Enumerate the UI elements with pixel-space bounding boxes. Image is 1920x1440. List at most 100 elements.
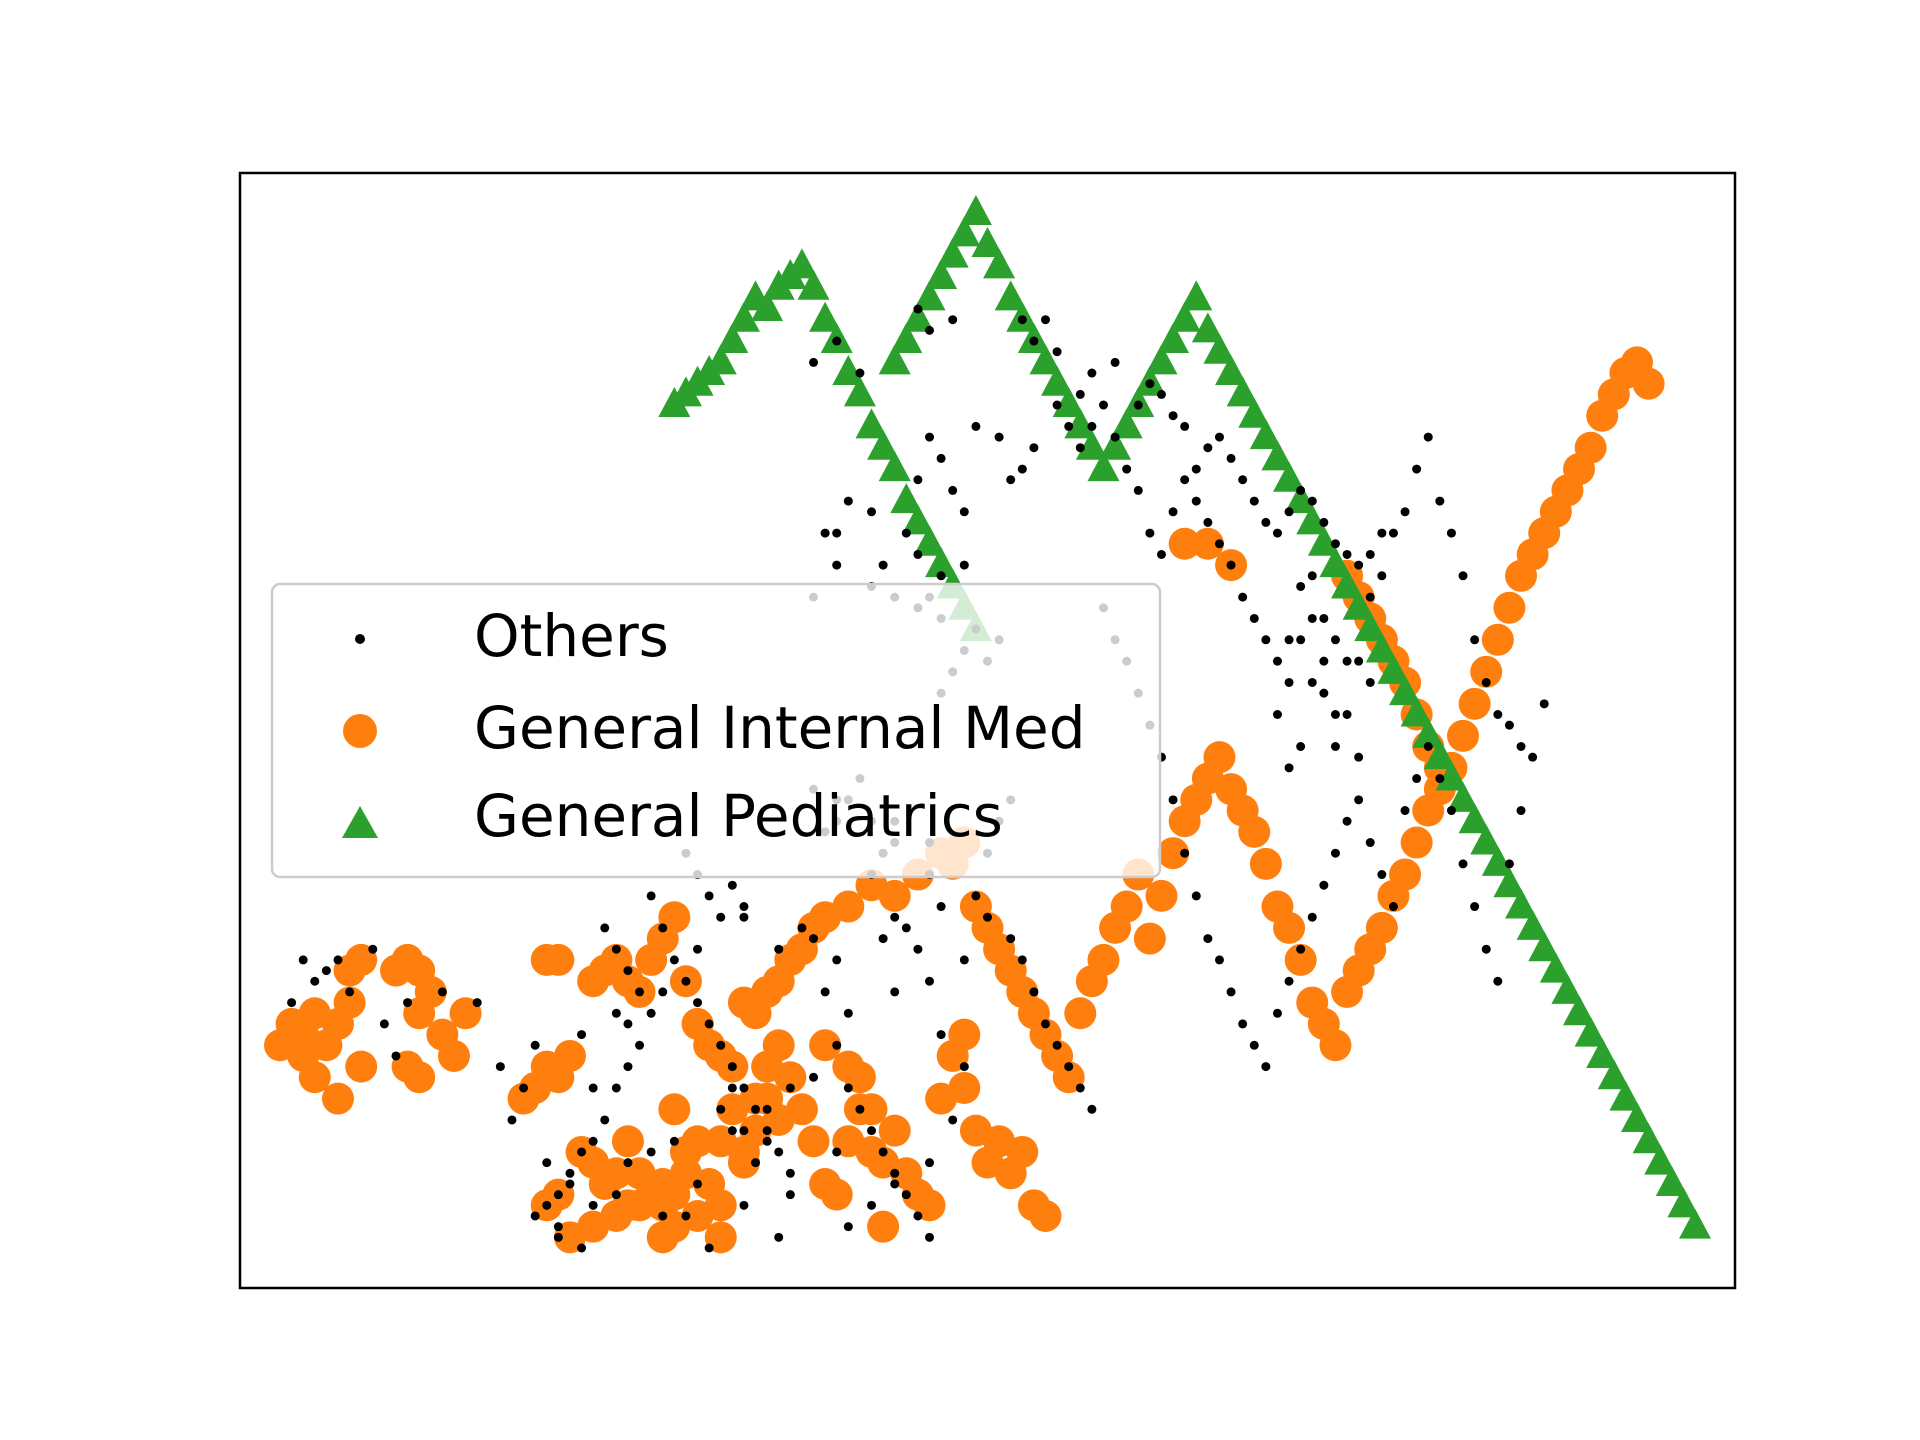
point-others-254: [1272, 528, 1282, 538]
point-general-internal-med-8: [333, 986, 366, 1019]
point-others-29: [890, 912, 900, 922]
point-others-95: [1052, 400, 1062, 410]
point-general-internal-med-133: [1064, 997, 1097, 1030]
point-others-0: [321, 966, 331, 976]
point-others-101: [1122, 464, 1132, 474]
point-general-pediatrics-72: [1400, 696, 1433, 727]
point-general-pediatrics-59: [1249, 419, 1282, 450]
point-others-17: [519, 1083, 529, 1093]
point-others-169: [1481, 944, 1491, 954]
point-others-167: [1458, 859, 1468, 869]
point-general-internal-med-10: [345, 1050, 378, 1083]
point-others-116: [1296, 635, 1306, 645]
point-others-93: [867, 507, 877, 517]
point-general-pediatrics-73: [1412, 717, 1445, 748]
point-others-291: [913, 549, 923, 559]
point-others-246: [727, 1083, 737, 1093]
point-others-57: [832, 1147, 842, 1157]
point-general-internal-med-161: [1389, 858, 1422, 891]
point-others-198: [890, 987, 900, 997]
point-others-227: [751, 1104, 761, 1114]
point-others-107: [1191, 496, 1201, 506]
point-others-296: [1319, 656, 1329, 666]
point-others-91: [913, 475, 923, 485]
point-general-internal-med-141: [1157, 837, 1190, 870]
point-general-pediatrics-36: [983, 248, 1016, 279]
point-others-219: [658, 923, 668, 933]
point-others-112: [1249, 613, 1259, 623]
point-others-247: [739, 1126, 749, 1136]
point-others-130: [1458, 571, 1468, 581]
point-general-pediatrics-88: [1586, 1037, 1619, 1068]
point-others-20: [658, 987, 668, 997]
point-others-241: [577, 1147, 587, 1157]
point-others-124: [1388, 528, 1398, 538]
point-others-210: [577, 1243, 587, 1253]
point-others-207: [785, 1190, 795, 1200]
point-general-pediatrics-31: [925, 259, 958, 290]
point-others-142: [1168, 795, 1178, 805]
point-general-pediatrics-94: [1655, 1165, 1688, 1196]
point-others-281: [1029, 336, 1039, 346]
point-others-21: [693, 944, 703, 954]
point-general-pediatrics-45: [1087, 451, 1120, 482]
point-others-45: [542, 1158, 552, 1168]
point-others-261: [1354, 560, 1364, 570]
point-others-10: [472, 998, 482, 1008]
point-general-pediatrics-89: [1597, 1059, 1630, 1090]
point-others-123: [1377, 571, 1387, 581]
point-general-internal-med-167: [1458, 687, 1491, 720]
point-others-121: [1354, 656, 1364, 666]
point-general-internal-med-75: [855, 1093, 888, 1126]
point-general-pediatrics-44: [1075, 429, 1108, 460]
point-others-83: [1006, 475, 1016, 485]
point-others-270: [1191, 464, 1201, 474]
point-others-200: [855, 1104, 865, 1114]
point-others-87: [971, 421, 981, 431]
point-others-34: [809, 1072, 819, 1082]
legend-box: [270, 582, 1162, 879]
point-others-170: [1493, 976, 1503, 986]
point-others-174: [1539, 699, 1549, 709]
point-others-157: [1342, 816, 1352, 826]
point-others-171: [1504, 859, 1514, 869]
point-others-9: [437, 987, 447, 997]
point-others-287: [832, 336, 842, 346]
point-others-105: [1168, 507, 1178, 517]
point-others-180: [1330, 635, 1340, 645]
point-others-11: [391, 1051, 401, 1061]
point-others-237: [623, 1062, 633, 1072]
point-others-47: [553, 1222, 563, 1232]
point-others-92: [959, 507, 969, 517]
point-general-pediatrics-12: [797, 269, 830, 300]
point-others-228: [762, 1126, 772, 1136]
point-others-279: [1052, 347, 1062, 357]
point-others-60: [936, 1030, 946, 1040]
point-others-127: [1423, 432, 1433, 442]
point-others-160: [1377, 870, 1387, 880]
point-general-internal-med-137: [1110, 890, 1143, 923]
legend-marker-others: [355, 634, 365, 644]
point-general-internal-med-140: [1145, 879, 1178, 912]
point-others-14: [577, 1030, 587, 1040]
point-others-84: [1017, 464, 1027, 474]
point-others-288: [809, 357, 819, 367]
point-others-257: [1307, 496, 1317, 506]
point-others-97: [1075, 443, 1085, 453]
point-others-31: [901, 923, 911, 933]
point-general-pediatrics-34: [959, 195, 992, 225]
point-others-201: [867, 1126, 877, 1136]
point-others-277: [1087, 368, 1097, 378]
point-others-51: [658, 1211, 668, 1221]
point-general-pediatrics-55: [1203, 333, 1236, 364]
point-others-223: [704, 1019, 714, 1029]
point-others-226: [739, 1083, 749, 1093]
point-others-54: [867, 1200, 877, 1210]
point-others-233: [623, 966, 633, 976]
point-others-265: [1249, 496, 1259, 506]
point-general-pediatrics-74: [1423, 739, 1456, 770]
point-others-1: [298, 955, 308, 965]
point-general-pediatrics-90: [1609, 1080, 1642, 1111]
point-others-187: [1006, 934, 1016, 944]
point-others-188: [1017, 955, 1027, 965]
